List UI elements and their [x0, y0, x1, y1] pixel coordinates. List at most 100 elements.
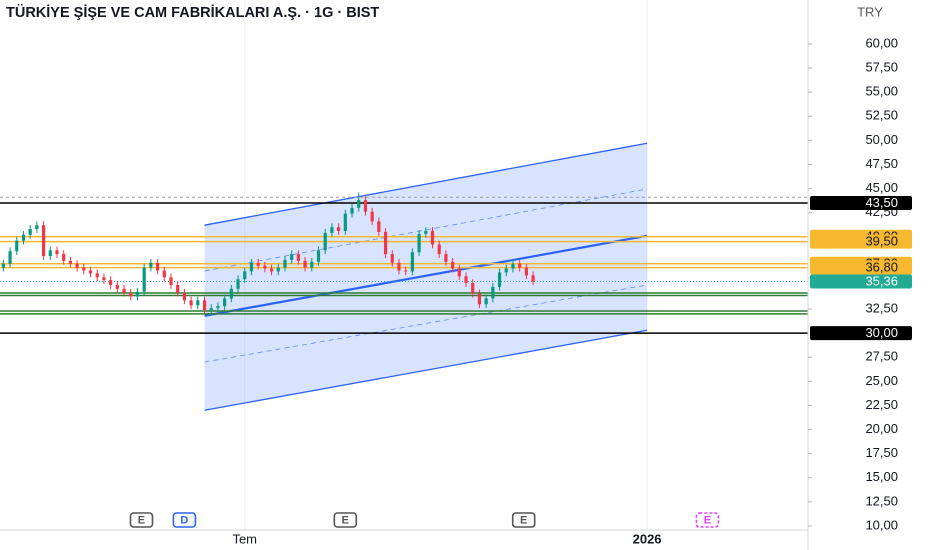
- candle-body: [182, 292, 186, 301]
- candle-body: [176, 284, 180, 293]
- candle-body: [142, 267, 146, 292]
- candle-body: [471, 283, 475, 294]
- chart-title: TÜRKİYE ŞİŞE VE CAM FABRİKALARI A.Ş. · 1…: [6, 4, 379, 21]
- y-tick-label: 27,50: [865, 349, 898, 364]
- candle-body: [8, 251, 12, 264]
- candle-body: [290, 254, 294, 260]
- level-label: 39,50: [865, 234, 898, 249]
- candle-body: [350, 207, 354, 214]
- currency: TRY: [857, 4, 883, 19]
- candle-body: [316, 250, 321, 262]
- candle-body: [256, 262, 260, 266]
- candle-body: [524, 267, 528, 276]
- candle-body: [491, 286, 495, 299]
- y-tick-label: 10,00: [865, 517, 898, 532]
- price-axis: 60,0057,5055,0052,5050,0047,5045,0042,50…: [808, 35, 912, 532]
- event-badge: [129, 512, 154, 528]
- candle-body: [276, 267, 280, 272]
- candle-body: [383, 231, 388, 255]
- y-tick-label: 55,00: [865, 84, 898, 99]
- candle-body: [404, 270, 408, 272]
- candle-body: [296, 254, 300, 261]
- candle-body: [216, 306, 220, 309]
- candle-body: [122, 288, 126, 293]
- event-label: E: [342, 514, 349, 526]
- candle-body: [504, 268, 508, 273]
- candle-body: [75, 263, 79, 268]
- candle-body: [283, 259, 287, 268]
- candle-body: [457, 268, 461, 277]
- candle-body: [370, 211, 374, 222]
- candle-body: [15, 240, 19, 252]
- y-tick-label: 52,50: [865, 108, 898, 123]
- y-tick-label: 47,50: [865, 156, 898, 171]
- event-label: E: [138, 514, 145, 526]
- candle-body: [62, 254, 66, 261]
- channel-line: [204, 329, 648, 411]
- candle-body: [243, 271, 247, 280]
- candle-body: [129, 292, 133, 297]
- candle-body: [55, 250, 59, 255]
- candle-body: [88, 270, 93, 274]
- candle-body: [323, 232, 327, 251]
- y-tick-label: 25,00: [865, 373, 898, 388]
- y-tick-label: 32,50: [865, 300, 898, 315]
- candle-body: [82, 267, 86, 271]
- event-badge: [695, 512, 720, 528]
- event-label: E: [520, 514, 527, 526]
- candle-body: [430, 230, 435, 245]
- candle-body: [109, 280, 113, 285]
- last-price-bg: [810, 274, 912, 289]
- candle-body: [437, 244, 441, 255]
- candle-body: [484, 298, 488, 305]
- candle-body: [377, 221, 381, 232]
- candle-body: [95, 273, 99, 278]
- candle-body: [223, 298, 227, 307]
- level-label-bg: [810, 326, 912, 341]
- candle-body: [518, 263, 522, 268]
- candle-body: [135, 291, 140, 297]
- candle-body: [209, 308, 213, 311]
- candle-body: [511, 263, 515, 269]
- channel-line: [204, 284, 648, 363]
- candle-body: [155, 262, 160, 271]
- candle-body: [196, 300, 200, 306]
- candle-body: [363, 200, 368, 212]
- candle-body: [1, 263, 5, 268]
- candle-body: [162, 270, 166, 278]
- candle-body: [263, 265, 267, 269]
- candle-body: [337, 227, 341, 231]
- candle-body: [189, 300, 193, 306]
- last-price-label: 35,36: [865, 273, 898, 288]
- candle-body: [115, 284, 119, 289]
- candle-body: [149, 262, 153, 268]
- level-label-bg: [810, 234, 912, 249]
- level-label: 36,80: [865, 260, 898, 275]
- event-badge: [511, 512, 536, 528]
- candle-body: [464, 276, 468, 284]
- drawings: [0, 142, 808, 411]
- x-tick-label: Tem: [232, 531, 257, 546]
- candle-body: [444, 254, 448, 262]
- event-label: D: [180, 514, 188, 526]
- candle-body: [424, 230, 428, 234]
- candle-body: [229, 288, 233, 299]
- y-tick-label: 57,50: [865, 59, 898, 74]
- candle-body: [68, 260, 73, 264]
- candle-body: [35, 225, 39, 230]
- candle-body: [41, 225, 46, 257]
- candle-body: [497, 272, 502, 287]
- level-label-bg: [810, 260, 912, 275]
- y-tick-label: 12,50: [865, 493, 898, 508]
- channel-line: [204, 142, 648, 226]
- event-badge: [333, 512, 358, 528]
- x-tick-label: 2026: [633, 531, 662, 546]
- candle-body: [410, 252, 414, 272]
- candle-body: [330, 227, 334, 233]
- y-tick-label: 17,50: [865, 445, 898, 460]
- grid: [244, 0, 648, 530]
- y-tick-label: 15,00: [865, 469, 898, 484]
- y-tick-label: 22,50: [865, 397, 898, 412]
- level-label: 43,50: [865, 195, 898, 210]
